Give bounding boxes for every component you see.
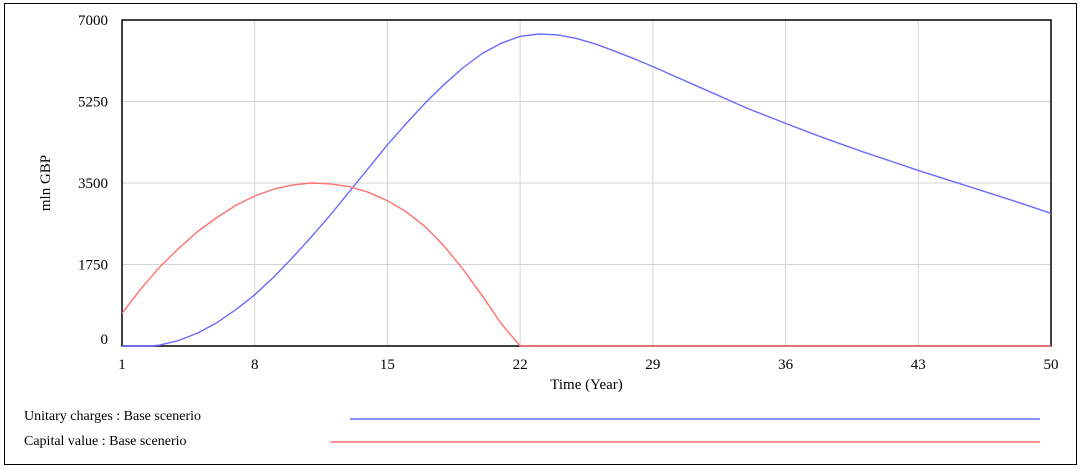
x-tick-label: 1 [118, 357, 126, 373]
x-tick-label: 22 [513, 357, 528, 373]
x-tick-label: 8 [251, 357, 259, 373]
series-lines [121, 33, 1052, 347]
chart-frame [4, 3, 1077, 465]
y-tick-label: 0 [101, 332, 109, 348]
y-tick-label: 7000 [78, 13, 108, 29]
y-tick-label: 5250 [78, 95, 108, 111]
y-tick-label: 1750 [78, 258, 108, 274]
legend-label: Unitary charges : Base scenerio [24, 409, 201, 424]
grid [122, 20, 1051, 346]
series-line-2 [121, 182, 1051, 347]
legend-label: Capital value : Base scenerio [24, 434, 187, 449]
x-tick-label: 36 [778, 357, 794, 373]
x-tick-label: 29 [645, 357, 660, 373]
y-tick-label: 3500 [78, 176, 108, 192]
x-axis-ticks: 1 8 15 22 29 36 43 50 [118, 357, 1058, 373]
y-axis-label: mln GBP [38, 155, 54, 211]
series-line-1 [122, 33, 1052, 347]
x-tick-label: 50 [1044, 357, 1059, 373]
legend: Unitary charges : Base scenerio Capital v… [24, 409, 1040, 449]
x-tick-label: 15 [380, 357, 395, 373]
x-tick-label: 43 [911, 357, 926, 373]
x-axis-label: Time (Year) [550, 377, 623, 393]
y-axis-ticks: 0 1750 3500 5250 7000 [78, 13, 108, 348]
